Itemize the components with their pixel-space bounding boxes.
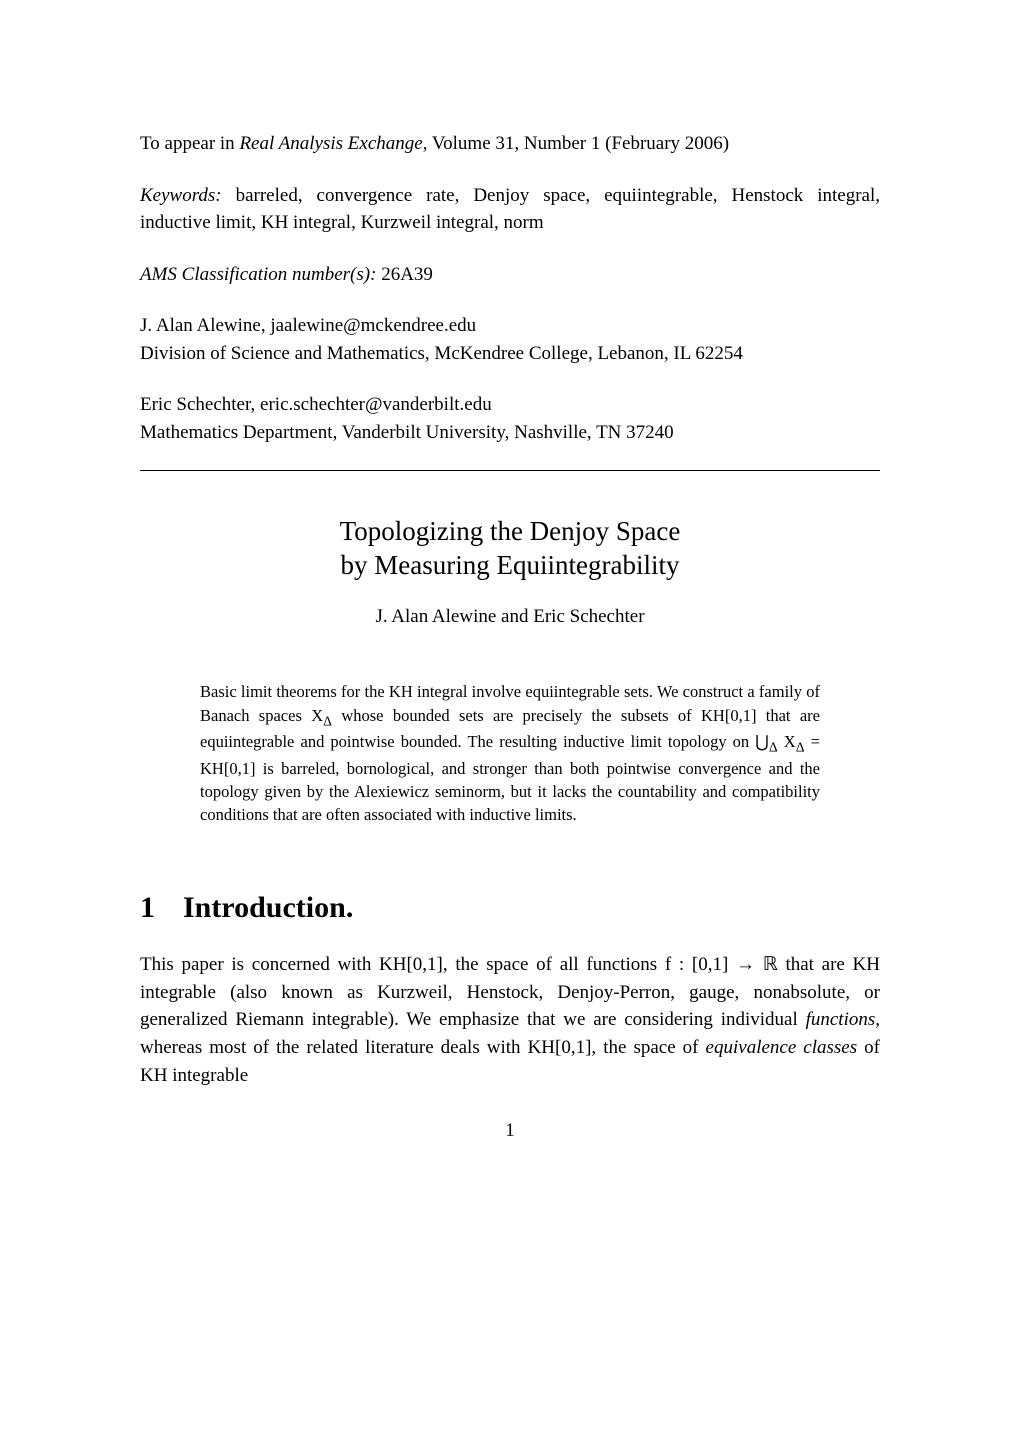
abstract-symbol1: X [311, 706, 323, 725]
author2-affiliation: Mathematics Department, Vanderbilt Unive… [140, 419, 880, 447]
publication-prefix: To appear in [140, 133, 239, 154]
publication-journal: Real Analysis Exchange [239, 133, 422, 154]
body-kh2: KH [528, 1037, 555, 1058]
publication-suffix: , Volume 31, Number 1 (February 2006) [423, 133, 729, 154]
section-1-title: Introduction. [183, 891, 353, 924]
divider-line [140, 470, 880, 471]
section-1-heading: 1 Introduction. [140, 886, 880, 930]
abstract-sub3: Δ [796, 739, 805, 754]
author1-name-email: J. Alan Alewine, jaalewine@mckendree.edu [140, 312, 880, 340]
author2-block: Eric Schechter, eric.schechter@vanderbil… [140, 391, 880, 446]
author1-affiliation: Division of Science and Mathematics, McK… [140, 340, 880, 368]
body-paragraph-1: This paper is concerned with KH[0,1], th… [140, 951, 880, 1089]
keywords-block: Keywords: barreled, convergence rate, De… [140, 182, 880, 237]
title-line1: Topologizing the Denjoy Space [140, 515, 880, 549]
title-block: Topologizing the Denjoy Space by Measuri… [140, 515, 880, 583]
author2-name-email: Eric Schechter, eric.schechter@vanderbil… [140, 391, 880, 419]
abstract-sub1: Δ [323, 713, 332, 728]
authors-byline: J. Alan Alewine and Eric Schechter [140, 603, 880, 631]
keywords-text: barreled, convergence rate, Denjoy space… [140, 185, 880, 234]
abstract-union: ⋃ [755, 732, 769, 751]
body-part1: This paper is concerned with KH[0,1], th… [140, 954, 880, 1030]
author1-block: J. Alan Alewine, jaalewine@mckendree.edu… [140, 312, 880, 367]
ams-value: 26A39 [376, 264, 432, 285]
title-line2: by Measuring Equiintegrability [140, 549, 880, 583]
body-part3: [0,1], the space of [555, 1037, 706, 1058]
section-1-number: 1 [140, 886, 155, 930]
body-italic2: equivalence classes [706, 1037, 858, 1058]
ams-label: AMS Classification number(s): [140, 264, 376, 285]
abstract-block: Basic limit theorems for the KH integral… [200, 680, 820, 825]
ams-line: AMS Classification number(s): 26A39 [140, 261, 880, 289]
body-italic1: functions [806, 1009, 876, 1030]
abstract-sub2: Δ [769, 739, 778, 754]
page-number: 1 [140, 1117, 880, 1145]
publication-line: To appear in Real Analysis Exchange, Vol… [140, 130, 880, 158]
abstract-symbol2: X [778, 732, 796, 751]
keywords-label: Keywords: [140, 185, 222, 206]
